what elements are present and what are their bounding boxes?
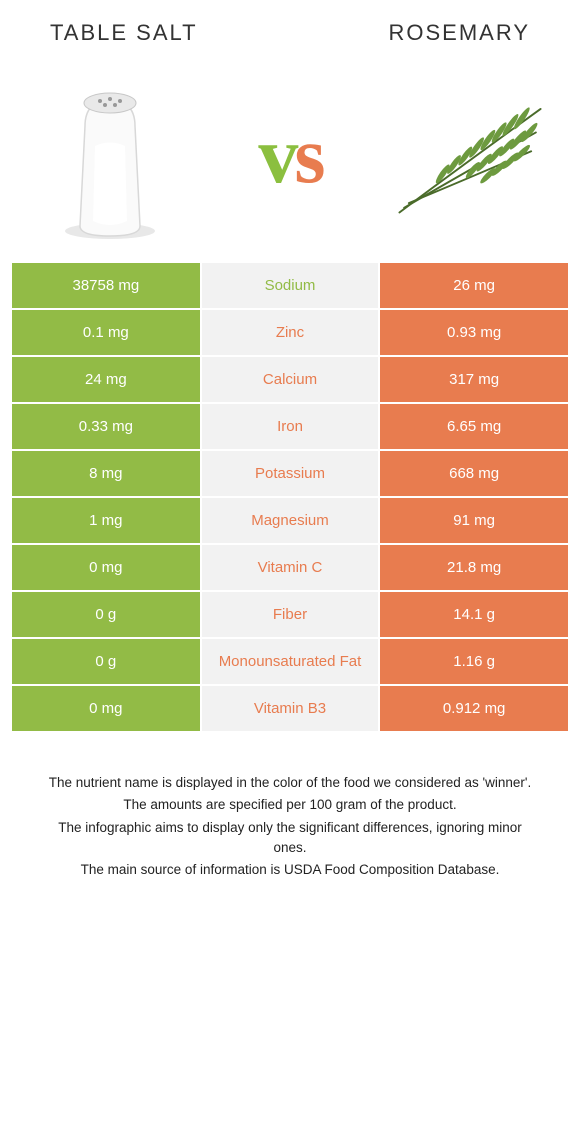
nutrient-name: Sodium <box>201 262 380 309</box>
left-value: 1 mg <box>11 497 201 544</box>
table-row: 0 gFiber14.1 g <box>11 591 569 638</box>
table-row: 0.33 mgIron6.65 mg <box>11 403 569 450</box>
right-value: 0.912 mg <box>379 685 569 732</box>
table-row: 0 mgVitamin B30.912 mg <box>11 685 569 732</box>
left-value: 8 mg <box>11 450 201 497</box>
nutrient-name: Magnesium <box>201 497 380 544</box>
nutrient-name: Vitamin B3 <box>201 685 380 732</box>
nutrient-name: Monounsaturated Fat <box>201 638 380 685</box>
right-value: 21.8 mg <box>379 544 569 591</box>
left-value: 0 mg <box>11 685 201 732</box>
images-row: vs <box>10 61 570 261</box>
salt-shaker-icon <box>30 66 190 246</box>
table-row: 38758 mgSodium26 mg <box>11 262 569 309</box>
table-row: 0 mgVitamin C21.8 mg <box>11 544 569 591</box>
footer-note-line: The amounts are specified per 100 gram o… <box>40 795 540 815</box>
table-row: 1 mgMagnesium91 mg <box>11 497 569 544</box>
vs-label: vs <box>258 111 321 202</box>
right-value: 26 mg <box>379 262 569 309</box>
right-value: 14.1 g <box>379 591 569 638</box>
nutrient-name: Zinc <box>201 309 380 356</box>
left-value: 0.1 mg <box>11 309 201 356</box>
left-food-title: Table salt <box>50 20 198 46</box>
nutrient-table: 38758 mgSodium26 mg0.1 mgZinc0.93 mg24 m… <box>10 261 570 733</box>
table-row: 24 mgCalcium317 mg <box>11 356 569 403</box>
nutrient-name: Iron <box>201 403 380 450</box>
nutrient-name: Vitamin C <box>201 544 380 591</box>
footer-note-line: The main source of information is USDA F… <box>40 860 540 880</box>
right-food-title: Rosemary <box>388 20 530 46</box>
table-row: 0.1 mgZinc0.93 mg <box>11 309 569 356</box>
footer-notes: The nutrient name is displayed in the co… <box>10 733 570 892</box>
infographic-container: Table salt Rosemary vs <box>0 0 580 922</box>
nutrient-name: Fiber <box>201 591 380 638</box>
right-value: 1.16 g <box>379 638 569 685</box>
left-value: 38758 mg <box>11 262 201 309</box>
footer-note-line: The nutrient name is displayed in the co… <box>40 773 540 793</box>
right-value: 6.65 mg <box>379 403 569 450</box>
rosemary-icon <box>390 66 550 246</box>
right-value: 668 mg <box>379 450 569 497</box>
left-value: 0 g <box>11 591 201 638</box>
right-value: 91 mg <box>379 497 569 544</box>
left-value: 0 g <box>11 638 201 685</box>
header-row: Table salt Rosemary <box>10 20 570 61</box>
table-row: 8 mgPotassium668 mg <box>11 450 569 497</box>
left-value: 24 mg <box>11 356 201 403</box>
nutrient-name: Calcium <box>201 356 380 403</box>
right-value: 317 mg <box>379 356 569 403</box>
nutrient-name: Potassium <box>201 450 380 497</box>
table-row: 0 gMonounsaturated Fat1.16 g <box>11 638 569 685</box>
footer-note-line: The infographic aims to display only the… <box>40 818 540 859</box>
right-value: 0.93 mg <box>379 309 569 356</box>
left-value: 0.33 mg <box>11 403 201 450</box>
left-value: 0 mg <box>11 544 201 591</box>
